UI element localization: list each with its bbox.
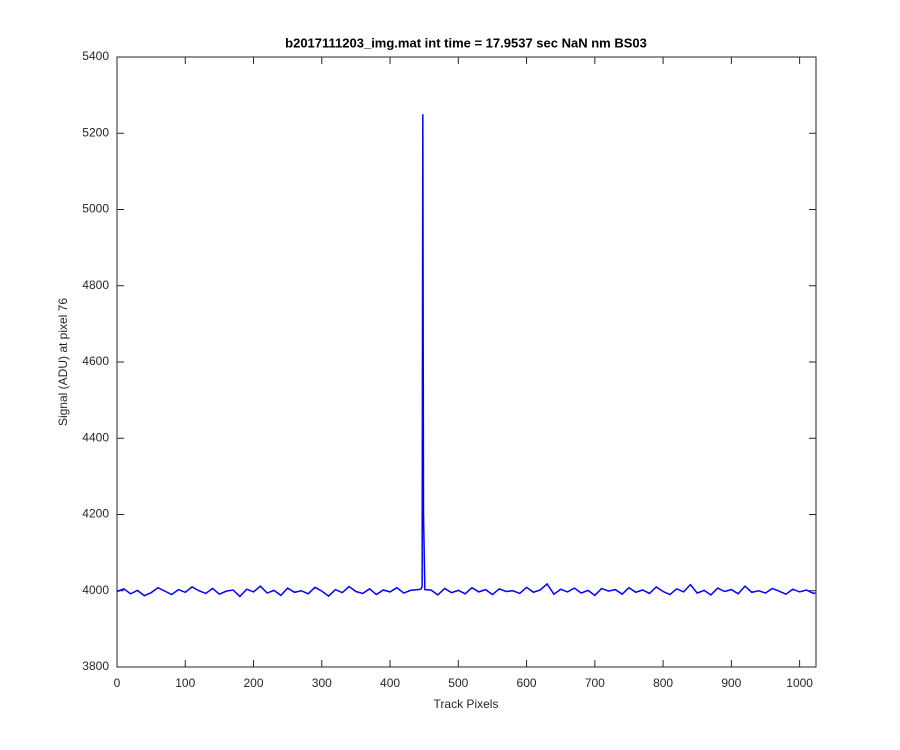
x-tick-label: 200: [244, 676, 264, 690]
y-tick-label: 4600: [82, 354, 109, 368]
y-tick-label: 4800: [82, 278, 109, 292]
x-tick-label: 700: [585, 676, 605, 690]
data-line: [116, 114, 816, 598]
x-tick-label: 100: [175, 676, 195, 690]
y-tick-label: 4000: [82, 583, 109, 597]
y-tick-label: 5000: [82, 202, 109, 216]
x-tick-label: 0: [114, 676, 121, 690]
x-tick-label: 900: [721, 676, 741, 690]
x-tick-label: 600: [517, 676, 537, 690]
chart-title: b2017111203_img.mat int time = 17.9537 s…: [285, 35, 647, 50]
y-tick-label: 4200: [82, 507, 109, 521]
x-tick-label: 1000: [786, 676, 813, 690]
y-tick-label: 5200: [82, 125, 109, 139]
x-tick-label: 300: [312, 676, 332, 690]
y-tick-label: 5400: [82, 49, 109, 63]
y-tick-label: 4400: [82, 430, 109, 444]
x-tick-label: 400: [380, 676, 400, 690]
x-tick-label: 800: [653, 676, 673, 690]
plot-area: [116, 56, 817, 668]
y-axis-label: Signal (ADU) at pixel 76: [56, 298, 70, 426]
x-tick-label: 500: [448, 676, 468, 690]
y-tick-label: 3800: [82, 659, 109, 673]
x-axis-label: Track Pixels: [434, 697, 499, 711]
